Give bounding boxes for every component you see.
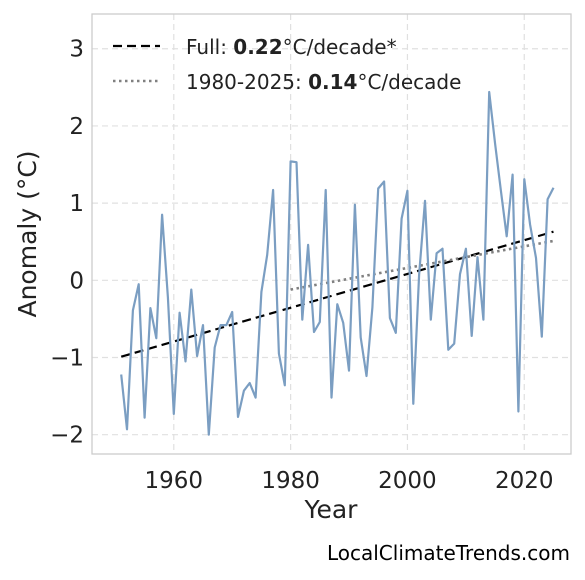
grid bbox=[92, 14, 571, 454]
y-tick-label: −2 bbox=[50, 423, 84, 449]
legend: Full: 0.22°C/decade* 1980-2025: 0.14°C/d… bbox=[113, 35, 461, 94]
y-tick-label: 2 bbox=[69, 114, 84, 140]
plot-frame bbox=[91, 13, 572, 455]
y-tick-label: 3 bbox=[69, 37, 84, 63]
x-tick-label: 1980 bbox=[261, 468, 320, 494]
trend-line-1980-2025 bbox=[290, 239, 554, 291]
y-axis-title: Anomaly (°C) bbox=[13, 150, 42, 317]
y-tick-label: 1 bbox=[69, 191, 84, 217]
x-tick-label: 2000 bbox=[378, 468, 437, 494]
legend-label-1980-2025: 1980-2025: 0.14°C/decade bbox=[186, 70, 461, 94]
watermark: LocalClimateTrends.com bbox=[327, 541, 570, 565]
y-ticks: −2 −1 0 1 2 3 bbox=[50, 37, 84, 449]
series-layer bbox=[120, 90, 555, 436]
x-axis-title: Year bbox=[304, 495, 359, 524]
x-ticks: 1960 1980 2000 2020 bbox=[145, 468, 554, 494]
x-tick-label: 2020 bbox=[495, 468, 554, 494]
trend-line-full bbox=[120, 230, 554, 358]
legend-label-full: Full: 0.22°C/decade* bbox=[186, 35, 397, 59]
y-tick-label: −1 bbox=[50, 346, 84, 372]
x-tick-label: 1960 bbox=[145, 468, 204, 494]
anomaly-series-line bbox=[120, 90, 555, 436]
trend-layer bbox=[120, 230, 554, 358]
y-tick-label: 0 bbox=[69, 268, 84, 294]
